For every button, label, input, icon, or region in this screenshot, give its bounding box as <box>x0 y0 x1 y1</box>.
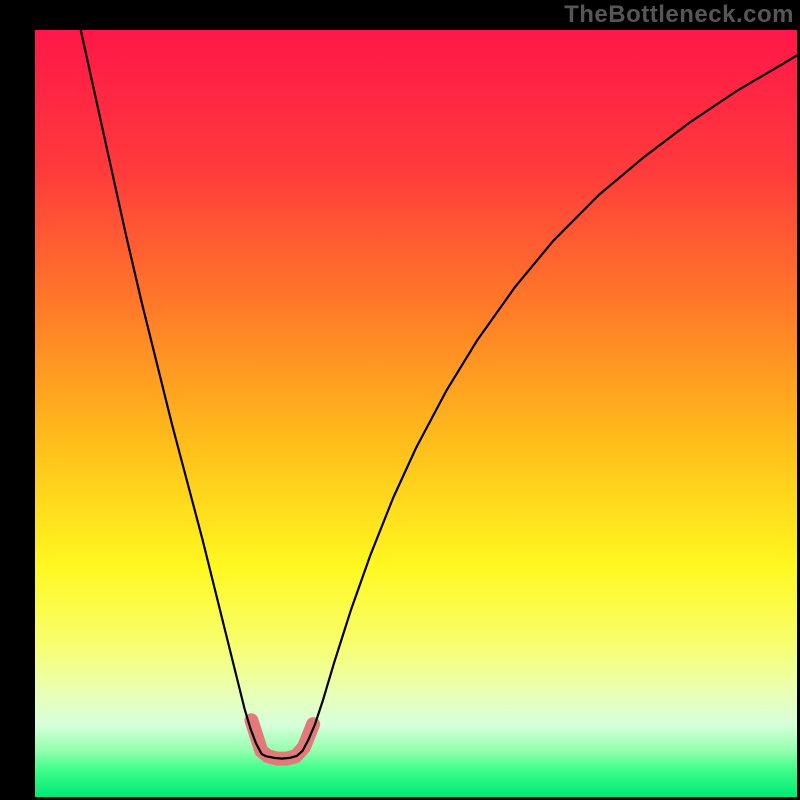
plot-area <box>35 30 797 797</box>
gradient-background <box>35 30 797 797</box>
watermark-text: TheBottleneck.com <box>564 1 794 29</box>
plot-svg <box>35 30 797 797</box>
